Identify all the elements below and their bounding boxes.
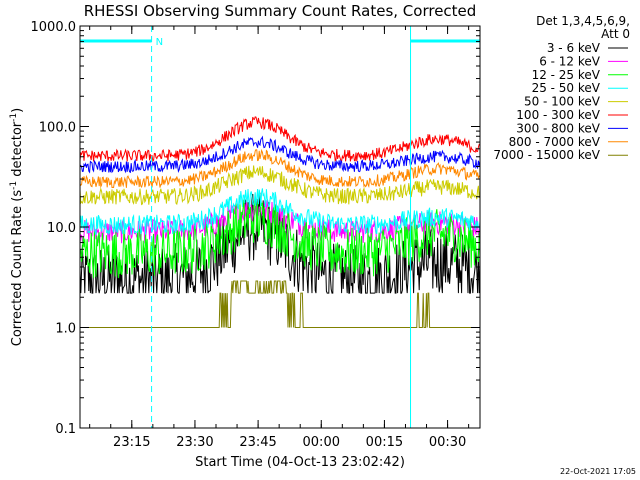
series-line: [79, 165, 481, 206]
legend-entry-label: 12 - 25 keV: [532, 68, 601, 82]
legend-header-line: Det 1,3,4,5,6,9,: [536, 14, 630, 28]
legend-entry-label: 7000 - 15000 keV: [493, 148, 600, 162]
y-tick-label: 1.0: [55, 322, 76, 337]
series-line: [79, 148, 481, 189]
legend-header-line: Att 0: [601, 27, 630, 41]
series-line: [79, 116, 481, 162]
y-label-superscript: -1: [9, 113, 19, 122]
y-axis-label: Corrected Count Rate (s-1 detector-1): [9, 108, 25, 346]
footer-timestamp: 22-Oct-2021 17:05: [560, 467, 636, 476]
x-tick-label: 00:15: [366, 435, 403, 450]
x-tick-label: 23:30: [176, 435, 213, 450]
y-label-part: ): [10, 108, 25, 113]
chart-title: RHESSI Observing Summary Count Rates, Co…: [84, 2, 477, 20]
x-tick-label: 23:45: [239, 435, 276, 450]
x-axis-label: Start Time (04-Oct-13 23:02:42): [195, 455, 405, 470]
y-tick-label: 1000.0: [31, 20, 77, 35]
y-tick-label: 100.0: [39, 121, 76, 136]
y-tick-label: 10.0: [47, 221, 76, 236]
series-layer: [79, 116, 481, 328]
x-tick-label: 00:00: [303, 435, 340, 450]
x-tick-label: 00:30: [429, 435, 466, 450]
series-line: [79, 192, 481, 294]
night-flag-label: N: [156, 37, 163, 48]
series-line: [79, 188, 481, 236]
legend-entry-label: 100 - 300 keV: [516, 108, 600, 122]
y-label-superscript: -1: [9, 181, 19, 190]
x-tick-label: 23:15: [113, 435, 150, 450]
legend-entry-label: 6 - 12 keV: [539, 54, 601, 68]
legend-entry-label: 300 - 800 keV: [516, 121, 600, 135]
y-tick-label: 0.1: [55, 422, 76, 437]
series-line: [80, 280, 480, 328]
y-axis: 1000.0 100.0 10.0 1.0 0.1: [31, 20, 480, 437]
series-line: [79, 197, 481, 279]
x-axis: 23:15 23:30 23:45 00:00 00:15 00:30: [89, 26, 470, 450]
y-label-part: Corrected Count Rate (s: [10, 190, 25, 347]
legend-entry-label: 50 - 100 keV: [524, 95, 601, 109]
legend-entry-label: 25 - 50 keV: [532, 81, 601, 95]
legend-entry-label: 3 - 6 keV: [547, 41, 601, 55]
series-line: [79, 135, 481, 174]
y-label-part: detector: [10, 121, 25, 181]
legend-entry-label: 800 - 7000 keV: [509, 135, 601, 149]
